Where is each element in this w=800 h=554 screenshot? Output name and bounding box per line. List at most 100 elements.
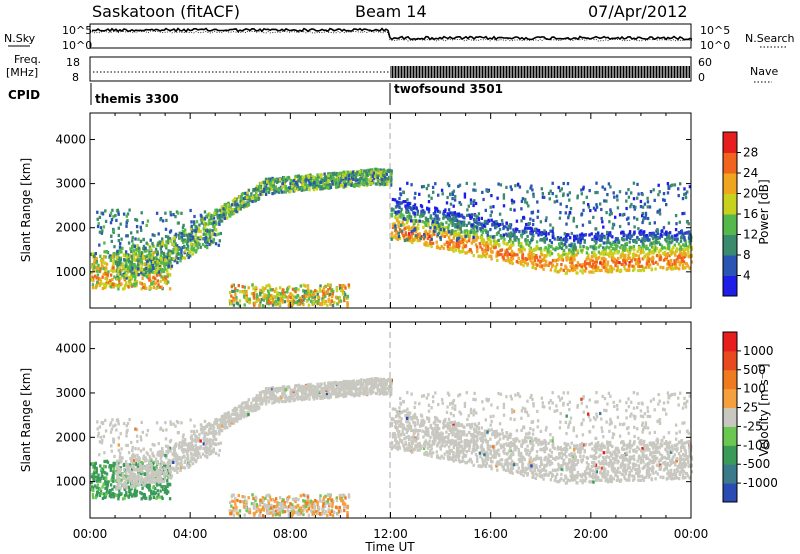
scatter-cell xyxy=(510,251,514,255)
velocity-cells xyxy=(90,377,694,518)
scatter-cell xyxy=(618,269,622,274)
scatter-cell xyxy=(408,232,411,236)
scatter-cell xyxy=(354,179,358,183)
scatter-cell xyxy=(380,170,383,174)
scatter-cell xyxy=(149,238,152,242)
scatter-cell xyxy=(566,255,570,259)
scatter-cell xyxy=(395,211,399,215)
scatter-cell xyxy=(579,269,582,273)
scatter-cell xyxy=(297,288,300,292)
scatter-cell xyxy=(505,252,508,256)
colorbar-tick-label: 12 xyxy=(743,228,758,242)
scatter-cell xyxy=(406,215,409,219)
scatter-cell xyxy=(167,249,170,253)
scatter-cell xyxy=(247,203,250,207)
scatter-cell xyxy=(494,226,497,230)
scatter-cell xyxy=(288,294,291,299)
scatter-cell xyxy=(666,262,669,266)
scatter-cell xyxy=(595,203,598,207)
scatter-cell xyxy=(459,235,463,239)
scatter-cell xyxy=(340,286,344,290)
scatter-cell xyxy=(145,249,148,253)
scatter-cell xyxy=(382,183,385,187)
scatter-cell xyxy=(291,186,294,190)
scatter-cell xyxy=(521,260,524,264)
scatter-cell xyxy=(413,196,416,200)
scatter-cell xyxy=(535,240,539,244)
noise-sky-line xyxy=(91,27,693,41)
scatter-cell xyxy=(252,295,256,299)
scatter-cell xyxy=(516,182,520,186)
scatter-cell xyxy=(206,223,210,227)
scatter-cell xyxy=(406,238,409,242)
scatter-cell xyxy=(110,218,114,222)
scatter-cell xyxy=(605,211,608,215)
scatter-cell xyxy=(638,257,641,261)
scatter-cell xyxy=(600,207,603,212)
scatter-cell xyxy=(217,220,221,224)
scatter-cell xyxy=(690,247,694,251)
scatter-cell xyxy=(657,240,661,244)
scatter-cell xyxy=(616,198,619,202)
scatter-cell xyxy=(109,279,112,283)
scatter-cell xyxy=(271,296,275,300)
scatter-cell xyxy=(175,258,178,262)
scatter-cell xyxy=(472,203,475,208)
scatter-cell xyxy=(540,233,543,237)
scatter-cell xyxy=(478,254,481,258)
scatter-cell xyxy=(557,270,561,274)
scatter-cell xyxy=(417,223,420,227)
scatter-cell xyxy=(273,189,276,193)
scatter-cell xyxy=(452,216,456,220)
scatter-cell xyxy=(302,289,305,293)
scatter-cell xyxy=(473,182,476,186)
scatter-cell xyxy=(436,220,439,224)
scatter-cell xyxy=(650,259,654,263)
scatter-cell xyxy=(434,207,438,211)
scatter-cell xyxy=(256,196,259,201)
scatter-cell xyxy=(462,222,465,226)
scatter-cell xyxy=(451,219,454,224)
scatter-cell xyxy=(443,226,446,230)
scatter-cell xyxy=(127,494,130,498)
scatter-cell xyxy=(507,224,510,228)
scatter-cell xyxy=(145,256,148,260)
scatter-cell xyxy=(616,260,619,264)
scatter-cell xyxy=(543,236,547,240)
scatter-cell xyxy=(656,236,659,241)
scatter-cell xyxy=(291,303,294,307)
scatter-cell xyxy=(281,292,285,296)
scatter-cell xyxy=(484,228,488,232)
scatter-cell xyxy=(267,177,270,181)
scatter-cell xyxy=(600,252,603,256)
scatter-cell xyxy=(166,269,169,273)
scatter-cell xyxy=(576,271,579,275)
scatter-cell xyxy=(410,235,413,239)
scatter-cell xyxy=(606,270,610,274)
scatter-cell xyxy=(199,218,203,222)
scatter-cell xyxy=(465,240,469,244)
scatter-cell xyxy=(573,234,576,238)
scatter-cell xyxy=(150,282,153,286)
colorbar-swatch xyxy=(723,214,737,235)
scatter-cell xyxy=(597,245,601,249)
scatter-cell xyxy=(305,178,308,182)
scatter-cell xyxy=(474,188,477,192)
scatter-cell xyxy=(128,260,131,264)
scatter-cell xyxy=(618,224,622,229)
scatter-cell xyxy=(121,246,124,250)
scatter-cell xyxy=(137,253,140,257)
scatter-cell xyxy=(568,248,571,252)
scatter-cell xyxy=(686,264,690,268)
scatter-cell xyxy=(575,253,578,257)
scatter-cell xyxy=(614,261,617,265)
scatter-cell xyxy=(267,300,270,304)
scatter-cell xyxy=(216,209,219,213)
scatter-cell xyxy=(296,300,300,304)
scatter-cell xyxy=(433,232,436,236)
scatter-cell xyxy=(588,220,592,224)
scatter-cell xyxy=(599,202,602,206)
scatter-cell xyxy=(151,241,154,246)
scatter-cell xyxy=(439,225,443,229)
scatter-cell xyxy=(618,213,622,217)
